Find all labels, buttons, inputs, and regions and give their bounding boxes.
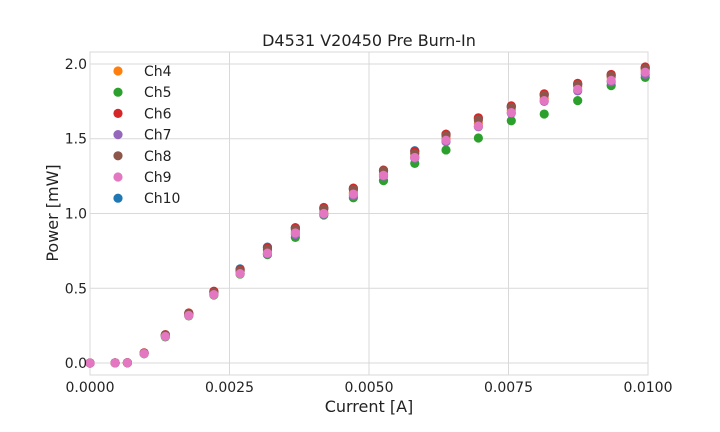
- y-tick-label: 0.5: [65, 281, 87, 297]
- legend-marker: [113, 130, 123, 140]
- data-point: [573, 95, 583, 106]
- data-point: [139, 349, 149, 359]
- x-tick-labels: 0.0000 0.0025 0.0050 0.0075 0.0100: [66, 380, 673, 396]
- data-point: [160, 331, 170, 342]
- legend-label: Ch6: [144, 106, 172, 122]
- legend: Ch4 Ch5 Ch6 Ch7 Ch8 Ch9 Ch10: [113, 64, 180, 207]
- y-gridlines: [90, 63, 648, 364]
- legend-marker: [113, 172, 123, 182]
- data-point: [539, 95, 549, 106]
- data-point: [209, 289, 219, 300]
- data-point: [506, 107, 516, 118]
- legend-label: Ch7: [144, 128, 172, 144]
- data-point: [110, 358, 120, 368]
- data-point: [235, 269, 245, 279]
- y-axis-label: Power [mW]: [43, 164, 62, 261]
- legend-label: Ch9: [144, 170, 172, 186]
- x-tick-label: 0.0000: [66, 380, 115, 396]
- data-point: [378, 170, 389, 180]
- data-point: [348, 189, 358, 199]
- legend-marker: [113, 87, 123, 97]
- chart-title: D4531 V20450 Pre Burn-In: [262, 31, 476, 50]
- legend-label: Ch5: [144, 85, 172, 101]
- legend-label: Ch8: [144, 149, 172, 165]
- x-tick-label: 0.0075: [484, 380, 533, 396]
- y-tick-label: 2.0: [65, 57, 87, 73]
- y-tick-label: 1.0: [65, 207, 87, 223]
- data-points: [85, 62, 650, 368]
- data-point: [573, 84, 583, 94]
- y-tick-labels: 0.0 0.5 1.0 1.5 2.0: [65, 57, 87, 372]
- x-tick-label: 0.0050: [345, 380, 394, 396]
- data-point: [640, 67, 650, 77]
- legend-marker: [113, 66, 123, 76]
- data-point: [85, 358, 95, 368]
- data-point: [410, 152, 420, 163]
- legend-marker: [113, 108, 123, 118]
- legend-label: Ch10: [144, 191, 180, 207]
- data-point: [506, 116, 516, 126]
- y-tick-label: 0.0: [65, 356, 87, 372]
- data-point: [539, 109, 549, 119]
- data-point: [606, 75, 616, 86]
- data-point: [290, 228, 300, 238]
- data-point: [122, 358, 132, 368]
- data-point: [262, 248, 273, 258]
- data-point: [184, 310, 194, 321]
- x-tick-label: 0.0025: [205, 380, 254, 396]
- plot-frame: [89, 51, 649, 376]
- data-point: [441, 135, 451, 145]
- data-point: [441, 145, 451, 155]
- x-axis-label: Current [A]: [325, 397, 414, 416]
- legend-marker: [113, 193, 123, 203]
- x-tick-label: 0.0100: [624, 380, 673, 396]
- data-point: [473, 121, 483, 131]
- data-point: [319, 208, 329, 219]
- data-point: [473, 133, 483, 143]
- y-tick-label: 1.5: [65, 132, 87, 148]
- legend-marker: [113, 151, 123, 161]
- series-ch9: [85, 67, 650, 368]
- legend-label: Ch4: [144, 64, 172, 80]
